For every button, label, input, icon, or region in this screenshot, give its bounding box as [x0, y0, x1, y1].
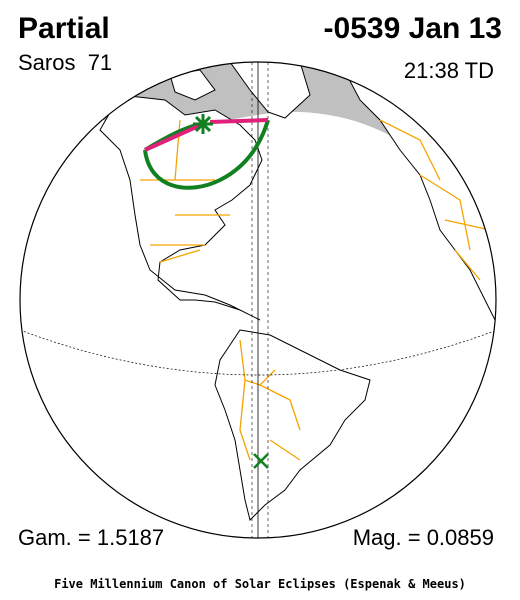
- title: Partial: [18, 12, 110, 45]
- north-america: [99, 94, 263, 321]
- sunrise-sunset-curve: [144, 118, 269, 152]
- greenland: [229, 62, 311, 119]
- date: -0539 Jan 13: [324, 12, 502, 45]
- subsolar-point: [253, 453, 269, 469]
- credit: Five Millennium Canon of Solar Eclipses …: [54, 577, 466, 591]
- magnitude: Mag. = 0.0859: [353, 525, 494, 550]
- saros: Saros 71: [18, 50, 112, 75]
- gamma: Gam. = 1.5187: [18, 525, 164, 550]
- greatest-eclipse-star: [193, 114, 213, 134]
- time: 21:38 TD: [404, 58, 494, 83]
- borders: [140, 119, 491, 461]
- globe-outline: [19, 61, 497, 539]
- equator: [20, 329, 496, 376]
